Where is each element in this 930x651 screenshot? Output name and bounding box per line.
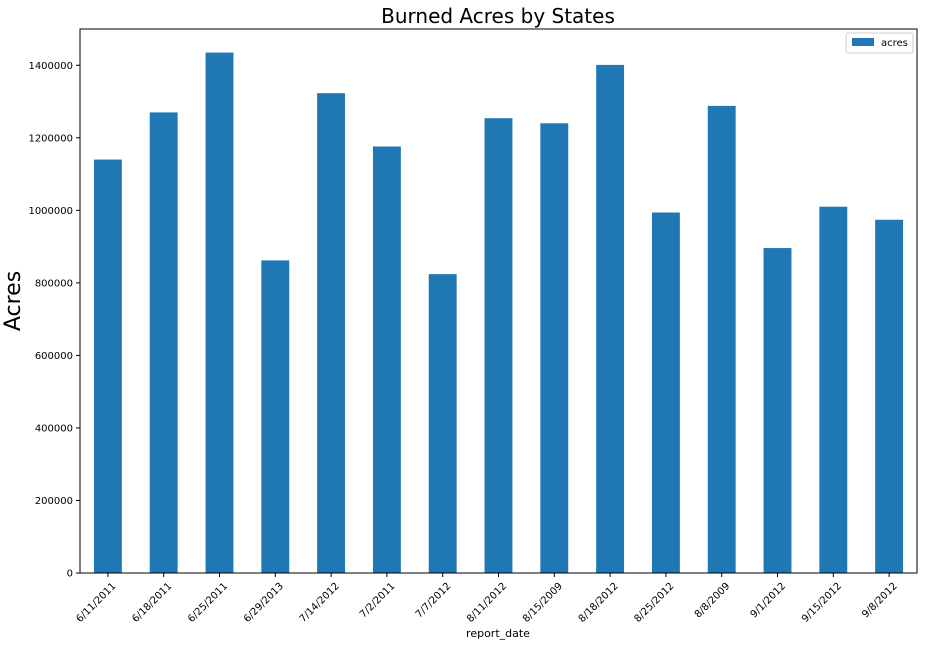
- legend-swatch: [852, 38, 874, 46]
- bar: [428, 274, 457, 573]
- y-tick-label: 1000000: [28, 206, 73, 217]
- bar: [819, 206, 848, 573]
- plot-area-frame: [79, 28, 918, 574]
- y-tick-label: 1400000: [28, 61, 73, 72]
- bar: [372, 146, 401, 573]
- x-tick-label: 9/8/2012: [860, 581, 900, 621]
- x-tick-label: 8/18/2012: [577, 581, 621, 625]
- bar: [484, 118, 513, 573]
- chart-title: Burned Acres by States: [381, 4, 615, 28]
- bar: [149, 112, 178, 573]
- y-tick-label: 1200000: [28, 133, 73, 144]
- y-axis-ticks: 0 200000 400000 600000 800000 1000000 1200000 1…: [28, 61, 80, 580]
- bar: [93, 159, 122, 573]
- bar: [707, 105, 736, 573]
- y-tick-label: 400000: [35, 423, 73, 434]
- x-axis-ticks: 6/11/2011 6/18/2011 6/25/2011 6/29/2013 7/14…: [75, 573, 900, 625]
- y-tick-label: 200000: [35, 496, 73, 507]
- bar: [763, 248, 792, 574]
- y-tick-label: 800000: [35, 278, 73, 289]
- x-tick-label: 9/15/2012: [800, 581, 844, 625]
- x-tick-label: 8/11/2012: [465, 581, 509, 625]
- x-tick-label: 7/7/2012: [414, 581, 454, 621]
- x-tick-label: 7/14/2012: [298, 581, 342, 625]
- bar: [651, 212, 680, 573]
- y-tick-label: 0: [67, 569, 73, 580]
- x-tick-label: 6/25/2011: [186, 581, 230, 625]
- bar: [317, 93, 346, 573]
- bar: [596, 64, 625, 574]
- y-axis-label: Acres: [1, 271, 26, 331]
- x-tick-label: 6/18/2011: [130, 581, 174, 625]
- x-tick-label: 9/1/2012: [749, 581, 789, 621]
- bar: [205, 52, 234, 573]
- x-tick-label: 6/11/2011: [75, 581, 119, 625]
- x-tick-label: 6/29/2013: [242, 581, 286, 625]
- x-tick-label: 8/15/2009: [521, 581, 565, 625]
- bar: [540, 123, 569, 573]
- bars-layer: [93, 52, 904, 574]
- legend: acres: [845, 32, 914, 54]
- x-tick-label: 7/2/2011: [358, 581, 398, 621]
- bar: [261, 260, 290, 573]
- x-axis-label: report_date: [466, 627, 530, 640]
- legend-label: acres: [881, 38, 908, 49]
- y-tick-label: 600000: [35, 351, 73, 362]
- x-tick-label: 8/8/2009: [693, 581, 733, 621]
- bar: [875, 219, 904, 573]
- x-tick-label: 8/25/2012: [633, 581, 677, 625]
